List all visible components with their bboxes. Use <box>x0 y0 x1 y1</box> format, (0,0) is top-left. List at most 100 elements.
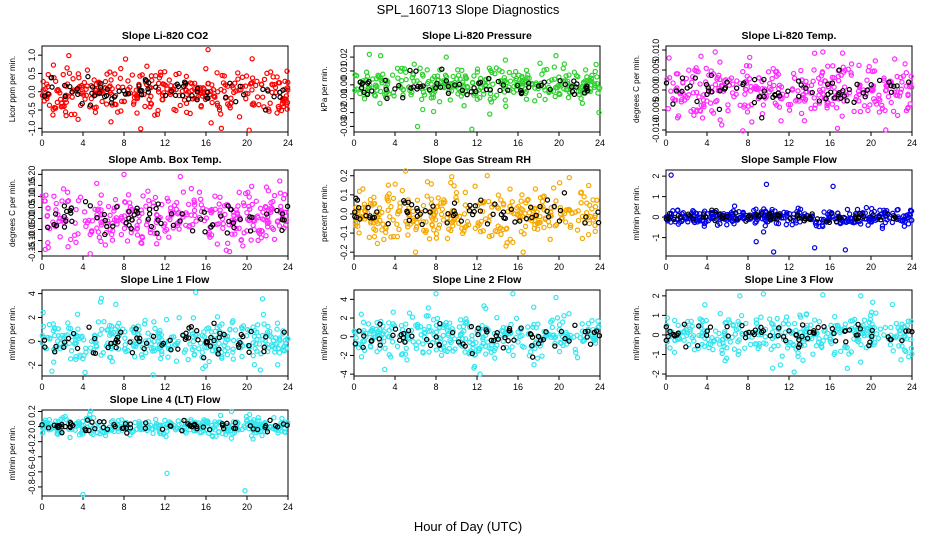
outlier-point <box>377 53 384 59</box>
data-point <box>791 342 797 349</box>
data-point <box>698 323 704 329</box>
reference-point <box>155 201 161 207</box>
data-point <box>733 91 739 97</box>
data-point <box>191 86 198 92</box>
reference-point <box>201 209 207 215</box>
reference-point <box>529 354 536 360</box>
data-point <box>73 356 79 363</box>
data-point <box>446 345 453 352</box>
data-point <box>353 73 360 79</box>
data-point <box>727 216 734 223</box>
data-point <box>477 85 484 91</box>
data-point <box>678 97 685 103</box>
data-point <box>117 75 124 82</box>
reference-point <box>468 323 475 330</box>
data-point <box>567 224 574 231</box>
data-point <box>743 320 749 327</box>
reference-point <box>670 216 677 222</box>
data-point <box>770 321 776 328</box>
reference-point <box>383 86 389 93</box>
reference-point <box>795 78 802 84</box>
data-point <box>727 339 734 345</box>
reference-point <box>751 99 758 106</box>
y-tick-label: 4 <box>27 291 37 296</box>
data-point <box>385 198 391 204</box>
reference-point <box>826 219 833 226</box>
x-tick-label: 12 <box>472 262 482 272</box>
data-point <box>699 330 705 336</box>
reference-point <box>869 327 875 334</box>
reference-point <box>111 422 117 428</box>
data-point <box>719 122 725 128</box>
data-point <box>581 337 588 344</box>
x-tick-label: 20 <box>242 382 252 392</box>
data-point <box>903 83 910 89</box>
data-points <box>39 408 291 498</box>
data-point <box>695 345 701 352</box>
data-point <box>671 349 678 356</box>
outlier-point <box>811 245 818 251</box>
reference-point <box>752 327 758 333</box>
data-point <box>377 100 383 107</box>
data-point <box>509 199 515 205</box>
data-point <box>556 91 563 98</box>
outlier-point <box>520 249 526 255</box>
data-point <box>89 218 96 224</box>
reference-point <box>760 328 767 334</box>
data-point <box>148 100 154 107</box>
data-point <box>194 95 200 101</box>
outlier-point <box>412 249 419 255</box>
data-point <box>45 205 51 211</box>
reference-point <box>582 220 588 226</box>
data-point <box>158 355 164 362</box>
data-point <box>106 322 113 329</box>
data-point <box>395 211 401 217</box>
data-point <box>688 318 694 324</box>
reference-point <box>905 79 912 85</box>
data-point <box>879 102 885 109</box>
x-tick-label: 12 <box>784 382 794 392</box>
data-point <box>436 324 443 330</box>
reference-point <box>420 83 426 89</box>
data-point <box>198 102 204 109</box>
reference-point <box>809 211 815 217</box>
y-tick-label: 0.00 <box>339 76 349 94</box>
data-point <box>112 217 118 223</box>
reference-point <box>195 337 201 343</box>
data-point <box>596 323 602 329</box>
data-point <box>202 344 208 351</box>
data-point <box>530 324 536 330</box>
data-point <box>856 82 863 88</box>
data-point <box>753 219 759 225</box>
reference-point <box>215 351 221 357</box>
data-point <box>493 92 500 99</box>
data-point <box>534 355 541 361</box>
reference-point <box>365 204 371 211</box>
reference-point <box>433 85 439 91</box>
data-point <box>410 208 416 215</box>
reference-point <box>502 334 508 341</box>
data-point <box>838 72 844 78</box>
reference-point <box>751 76 758 83</box>
reference-point <box>126 215 132 222</box>
reference-point <box>102 231 108 238</box>
data-point <box>241 230 247 236</box>
x-tick-label: 4 <box>392 138 397 148</box>
reference-point <box>456 81 463 88</box>
data-point <box>775 220 782 227</box>
data-point <box>386 320 392 326</box>
data-point <box>353 329 360 335</box>
data-point <box>585 231 592 238</box>
data-point <box>682 97 688 103</box>
reference-point <box>385 221 391 227</box>
reference-point <box>557 78 563 84</box>
data-point <box>254 336 260 342</box>
data-point <box>513 75 520 82</box>
x-tick-label: 20 <box>866 262 876 272</box>
data-point <box>352 87 358 94</box>
data-point <box>544 66 550 73</box>
x-tick-label: 4 <box>704 262 709 272</box>
data-point <box>382 345 388 351</box>
data-point <box>209 432 215 439</box>
